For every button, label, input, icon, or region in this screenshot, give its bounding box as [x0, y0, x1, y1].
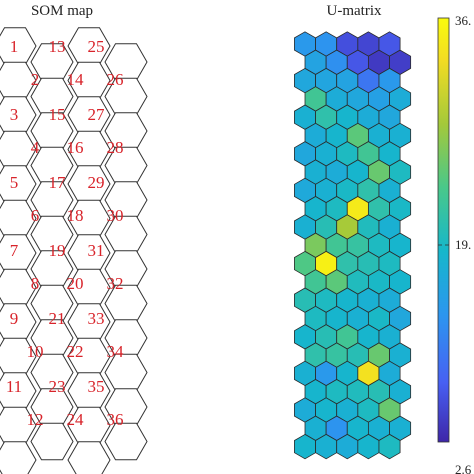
som-node-label: 24	[67, 410, 85, 429]
som-node-label: 29	[88, 173, 105, 192]
som-node-label: 16	[67, 138, 84, 157]
som-node-label: 21	[49, 309, 66, 328]
som-node-label: 34	[107, 342, 125, 361]
som-node-label: 26	[107, 70, 124, 89]
som-node-label: 35	[88, 377, 105, 396]
som-node-label: 12	[27, 410, 44, 429]
som-node-label: 32	[107, 274, 124, 293]
som-node-label: 19	[49, 241, 66, 260]
som-node-label: 20	[67, 274, 84, 293]
som-node-label: 11	[6, 377, 22, 396]
som-hex-cell	[67, 441, 111, 474]
som-node-label: 31	[88, 241, 105, 260]
som-node-label: 3	[10, 105, 19, 124]
som-node-label: 6	[31, 206, 40, 225]
som-node-label: 13	[49, 37, 66, 56]
som-node-label: 30	[107, 206, 124, 225]
som-node-label: 8	[31, 274, 40, 293]
colorbar-max-label: 36.	[455, 13, 471, 28]
umatrix-grid	[294, 31, 412, 460]
som-hex-cell	[30, 422, 74, 461]
som-node-label: 17	[49, 173, 67, 192]
som-node-label: 23	[49, 377, 66, 396]
som-node-label: 4	[31, 138, 40, 157]
colorbar-mid-label: 19.	[455, 237, 471, 252]
som-node-label: 7	[10, 241, 19, 260]
colorbar-min-label: 2.6	[455, 462, 472, 474]
som-node-label: 18	[67, 206, 84, 225]
colorbar-gradient	[437, 17, 450, 443]
som-map-title: SOM map	[31, 3, 93, 19]
som-node-label: 25	[88, 37, 105, 56]
som-node-label: 15	[49, 105, 66, 124]
som-node-label: 14	[67, 70, 85, 89]
som-node-label: 1	[10, 37, 19, 56]
umatrix-hex-cell	[378, 433, 401, 460]
som-node-label: 10	[27, 342, 44, 361]
som-node-label: 22	[67, 342, 84, 361]
som-hex-cell	[104, 422, 148, 461]
som-node-label: 27	[88, 105, 106, 124]
umatrix-title: U-matrix	[327, 3, 382, 19]
som-node-label: 33	[88, 309, 105, 328]
som-map-grid: 1357911246810121315171921231416182022242…	[0, 27, 148, 474]
som-node-label: 2	[31, 70, 40, 89]
som-node-label: 36	[107, 410, 124, 429]
som-hex-cell	[0, 441, 37, 474]
som-node-label: 5	[10, 173, 19, 192]
colorbar: 36. 19. 2.6	[437, 13, 472, 474]
som-node-label: 9	[10, 309, 19, 328]
som-node-label: 28	[107, 138, 124, 157]
